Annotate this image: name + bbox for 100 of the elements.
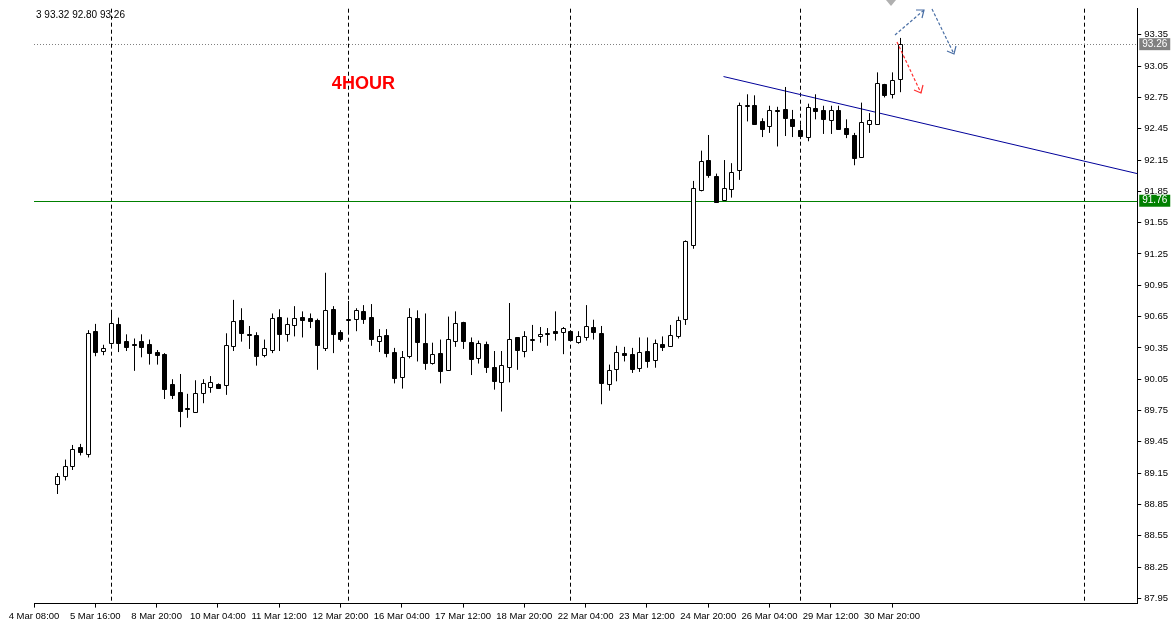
candlestick (752, 94, 757, 126)
y-tick-label: 91.55 (1144, 216, 1169, 228)
candlestick (898, 37, 903, 93)
candlestick (300, 310, 305, 338)
candlestick (116, 317, 121, 353)
y-tick-label: 89.75 (1144, 404, 1169, 416)
candlestick (277, 308, 282, 352)
candlestick (86, 329, 91, 458)
candlestick (852, 132, 857, 166)
candlestick (722, 159, 727, 202)
candlestick (783, 86, 788, 137)
candlestick (292, 305, 297, 337)
x-tick-label: 17 Mar 12:00 (435, 609, 492, 621)
candlestick (653, 339, 658, 369)
candlestick (775, 106, 780, 147)
candlestick (461, 321, 466, 350)
candlestick (553, 310, 558, 342)
y-tick-label: 91.25 (1144, 247, 1169, 259)
x-tick-label: 24 Mar 20:00 (680, 609, 737, 621)
x-tick-label: 22 Mar 04:00 (557, 609, 614, 621)
candlestick (231, 299, 236, 352)
candlestick (193, 379, 198, 414)
candlestick (813, 93, 818, 120)
candlestick (806, 103, 811, 142)
candlestick (70, 444, 75, 471)
x-tick-label: 5 Mar 16:00 (69, 609, 121, 621)
x-tick-label: 10 Mar 04:00 (189, 609, 246, 621)
candlestick (706, 134, 711, 179)
candlestick (515, 336, 520, 371)
candlestick (584, 304, 589, 342)
y-tick-label: 91.85 (1144, 184, 1169, 196)
candlestick (170, 378, 175, 400)
y-tick-label: 92.75 (1144, 91, 1169, 103)
x-tick-label: 16 Mar 04:00 (373, 609, 430, 621)
candlestick (423, 312, 428, 371)
candlestick (637, 336, 642, 373)
candlestick (561, 326, 566, 355)
text: 4HOUR (331, 72, 395, 93)
candlestick (760, 117, 765, 138)
candlestick (599, 325, 604, 405)
candlestick (415, 309, 420, 362)
candlestick (530, 324, 535, 352)
candlestick (829, 105, 834, 135)
x-tick-label: 30 Mar 20:00 (864, 609, 921, 621)
candlestick (614, 345, 619, 382)
candlestick (400, 350, 405, 390)
candlestick (676, 316, 681, 339)
y-tick-label: 93.05 (1144, 59, 1169, 71)
candlestick (392, 347, 397, 384)
candlestick (132, 338, 137, 372)
candlestick (790, 109, 795, 138)
candlestick (185, 393, 190, 419)
candlestick (438, 339, 443, 384)
candlestick (361, 304, 366, 325)
x-tick-label: 29 Mar 12:00 (802, 609, 859, 621)
x-tick-label: 23 Mar 12:00 (618, 609, 675, 621)
annotation: 3 93.32 92.80 93.26 (36, 9, 126, 21)
candlestick (93, 323, 98, 357)
candlestick (821, 105, 826, 135)
x-tick-label: 18 Mar 20:00 (496, 609, 553, 621)
x-tick-label: 8 Mar 20:00 (131, 609, 182, 621)
candlestick (867, 112, 872, 134)
candlestick (254, 331, 259, 367)
candlestick (55, 472, 60, 495)
candlestick (507, 302, 512, 383)
candlestick (369, 303, 374, 347)
candlestick (492, 350, 497, 391)
candlestick (668, 324, 673, 348)
candlestick (147, 339, 152, 366)
candlestick (691, 180, 696, 250)
candlestick (239, 307, 244, 343)
candlestick (285, 317, 290, 343)
x-tick-label: 4 Mar 08:00 (8, 609, 60, 621)
candlestick (859, 102, 864, 159)
candlestick (745, 93, 750, 122)
y-tick-label: 90.05 (1144, 372, 1169, 384)
candlestick (699, 150, 704, 192)
candlestick (499, 350, 504, 413)
candlestick (139, 333, 144, 358)
ref-line-label: 91.76 (1142, 194, 1168, 206)
x-tick-label: 26 Mar 04:00 (741, 609, 798, 621)
candlestick (469, 336, 474, 376)
candlestick (315, 318, 320, 371)
candlestick (331, 305, 336, 354)
candlestick (270, 312, 275, 354)
y-tick-label: 89.15 (1144, 466, 1169, 478)
candlestick (875, 71, 880, 126)
y-tick-label: 90.35 (1144, 341, 1169, 353)
y-tick-label: 92.45 (1144, 122, 1169, 134)
candlestick (430, 342, 435, 366)
candlestick (384, 328, 389, 358)
y-tick-label: 87.95 (1144, 592, 1169, 604)
candlestick (729, 162, 734, 199)
candlestick (645, 336, 650, 369)
ref-line-label: 93.26 (1142, 37, 1168, 49)
candlestick (247, 325, 252, 350)
candlestick (714, 173, 719, 204)
y-tick-label: 88.85 (1144, 498, 1169, 510)
candlestick (844, 118, 849, 139)
candlestick (890, 71, 895, 99)
